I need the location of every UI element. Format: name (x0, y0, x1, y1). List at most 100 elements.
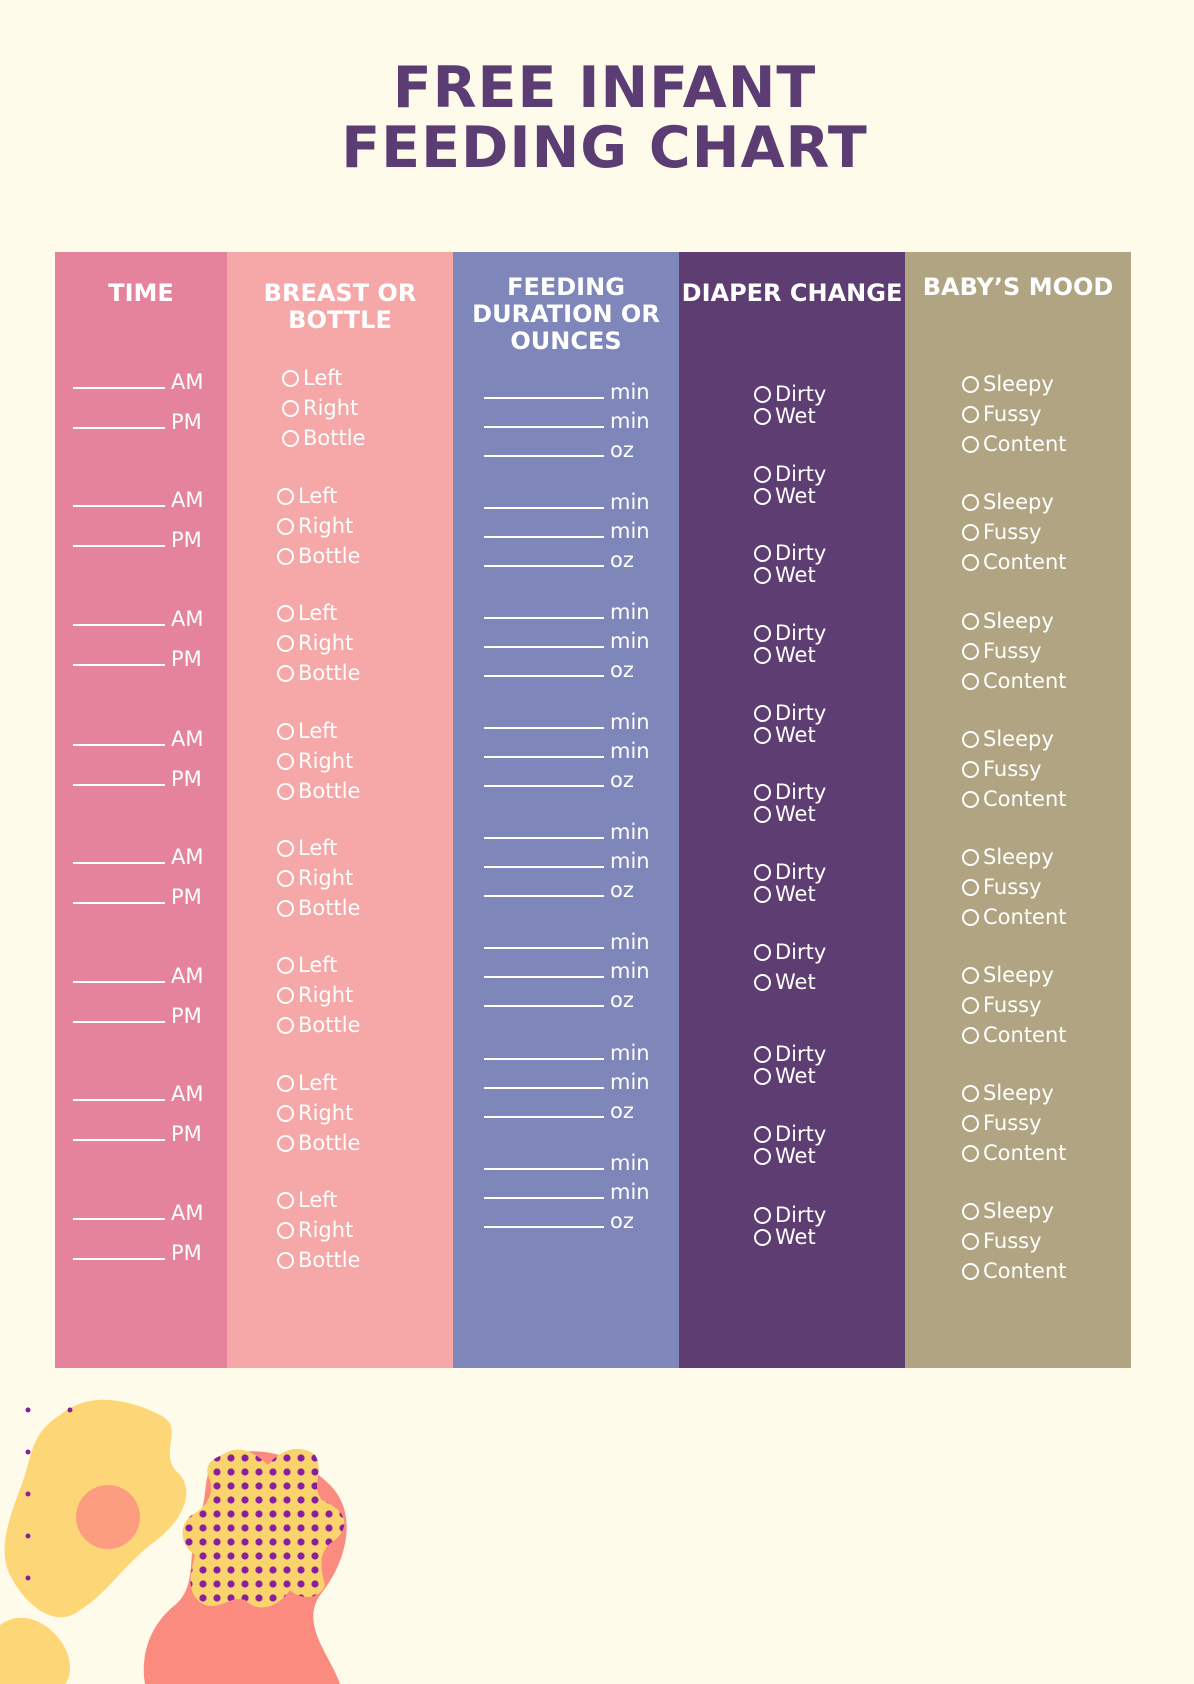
bottle-option[interactable]: Bottle (277, 1013, 360, 1037)
fussy-option[interactable]: Fussy (962, 1111, 1042, 1135)
fussy-option[interactable]: Fussy (962, 993, 1042, 1017)
radio-circle-icon[interactable] (962, 524, 979, 541)
bottle-option[interactable]: Bottle (277, 1248, 360, 1272)
dirty-option[interactable]: Dirty (754, 1203, 826, 1227)
dirty-option[interactable]: Dirty (754, 382, 826, 406)
sleepy-option[interactable]: Sleepy (962, 1081, 1054, 1105)
radio-circle-icon[interactable] (277, 1105, 294, 1122)
write-in-line[interactable] (73, 902, 165, 904)
radio-circle-icon[interactable] (277, 900, 294, 917)
write-in-line[interactable] (73, 744, 165, 746)
radio-circle-icon[interactable] (277, 870, 294, 887)
fussy-option[interactable]: Fussy (962, 1229, 1042, 1253)
left-option[interactable]: Left (282, 366, 343, 390)
radio-circle-icon[interactable] (277, 840, 294, 857)
right-option[interactable]: Right (277, 631, 353, 655)
bottle-option[interactable]: Bottle (277, 779, 360, 803)
left-option[interactable]: Left (277, 719, 338, 743)
radio-circle-icon[interactable] (282, 370, 299, 387)
radio-circle-icon[interactable] (754, 944, 771, 961)
radio-circle-icon[interactable] (277, 1192, 294, 1209)
write-in-line[interactable] (73, 1139, 165, 1141)
wet-option[interactable]: Wet (754, 882, 816, 906)
wet-option[interactable]: Wet (754, 404, 816, 428)
radio-circle-icon[interactable] (962, 1263, 979, 1280)
sleepy-option[interactable]: Sleepy (962, 727, 1054, 751)
write-in-line[interactable] (73, 862, 165, 864)
radio-circle-icon[interactable] (962, 376, 979, 393)
sleepy-option[interactable]: Sleepy (962, 490, 1054, 514)
write-in-line[interactable] (73, 784, 165, 786)
radio-circle-icon[interactable] (962, 1027, 979, 1044)
bottle-option[interactable]: Bottle (282, 426, 365, 450)
radio-circle-icon[interactable] (754, 864, 771, 881)
content-option[interactable]: Content (962, 669, 1067, 693)
right-option[interactable]: Right (277, 866, 353, 890)
content-option[interactable]: Content (962, 550, 1067, 574)
write-in-line[interactable] (73, 1218, 165, 1220)
write-in-line[interactable] (484, 426, 604, 428)
radio-circle-icon[interactable] (962, 673, 979, 690)
radio-circle-icon[interactable] (277, 987, 294, 1004)
radio-circle-icon[interactable] (754, 1229, 771, 1246)
radio-circle-icon[interactable] (754, 466, 771, 483)
write-in-line[interactable] (484, 1116, 604, 1118)
radio-circle-icon[interactable] (962, 909, 979, 926)
write-in-line[interactable] (484, 866, 604, 868)
write-in-line[interactable] (484, 727, 604, 729)
wet-option[interactable]: Wet (754, 1064, 816, 1088)
write-in-line[interactable] (484, 895, 604, 897)
radio-circle-icon[interactable] (277, 1222, 294, 1239)
radio-circle-icon[interactable] (754, 974, 771, 991)
radio-circle-icon[interactable] (277, 753, 294, 770)
bottle-option[interactable]: Bottle (277, 661, 360, 685)
write-in-line[interactable] (484, 565, 604, 567)
write-in-line[interactable] (73, 664, 165, 666)
write-in-line[interactable] (484, 837, 604, 839)
radio-circle-icon[interactable] (962, 494, 979, 511)
radio-circle-icon[interactable] (962, 643, 979, 660)
sleepy-option[interactable]: Sleepy (962, 963, 1054, 987)
write-in-line[interactable] (484, 1005, 604, 1007)
radio-circle-icon[interactable] (962, 1115, 979, 1132)
bottle-option[interactable]: Bottle (277, 544, 360, 568)
radio-circle-icon[interactable] (962, 997, 979, 1014)
radio-circle-icon[interactable] (754, 886, 771, 903)
write-in-line[interactable] (484, 1087, 604, 1089)
write-in-line[interactable] (484, 455, 604, 457)
write-in-line[interactable] (484, 756, 604, 758)
wet-option[interactable]: Wet (754, 484, 816, 508)
write-in-line[interactable] (73, 1099, 165, 1101)
dirty-option[interactable]: Dirty (754, 462, 826, 486)
fussy-option[interactable]: Fussy (962, 757, 1042, 781)
dirty-option[interactable]: Dirty (754, 701, 826, 725)
wet-option[interactable]: Wet (754, 643, 816, 667)
radio-circle-icon[interactable] (754, 625, 771, 642)
dirty-option[interactable]: Dirty (754, 860, 826, 884)
radio-circle-icon[interactable] (962, 849, 979, 866)
radio-circle-icon[interactable] (277, 1017, 294, 1034)
radio-circle-icon[interactable] (754, 1046, 771, 1063)
wet-option[interactable]: Wet (754, 1144, 816, 1168)
radio-circle-icon[interactable] (962, 554, 979, 571)
write-in-line[interactable] (484, 947, 604, 949)
content-option[interactable]: Content (962, 1259, 1067, 1283)
sleepy-option[interactable]: Sleepy (962, 372, 1054, 396)
dirty-option[interactable]: Dirty (754, 780, 826, 804)
radio-circle-icon[interactable] (277, 665, 294, 682)
write-in-line[interactable] (73, 545, 165, 547)
wet-option[interactable]: Wet (754, 802, 816, 826)
write-in-line[interactable] (484, 1197, 604, 1199)
write-in-line[interactable] (73, 1021, 165, 1023)
radio-circle-icon[interactable] (277, 548, 294, 565)
write-in-line[interactable] (73, 981, 165, 983)
left-option[interactable]: Left (277, 484, 338, 508)
fussy-option[interactable]: Fussy (962, 402, 1042, 426)
radio-circle-icon[interactable] (754, 647, 771, 664)
write-in-line[interactable] (484, 976, 604, 978)
radio-circle-icon[interactable] (754, 488, 771, 505)
radio-circle-icon[interactable] (754, 784, 771, 801)
write-in-line[interactable] (484, 536, 604, 538)
radio-circle-icon[interactable] (962, 791, 979, 808)
dirty-option[interactable]: Dirty (754, 621, 826, 645)
